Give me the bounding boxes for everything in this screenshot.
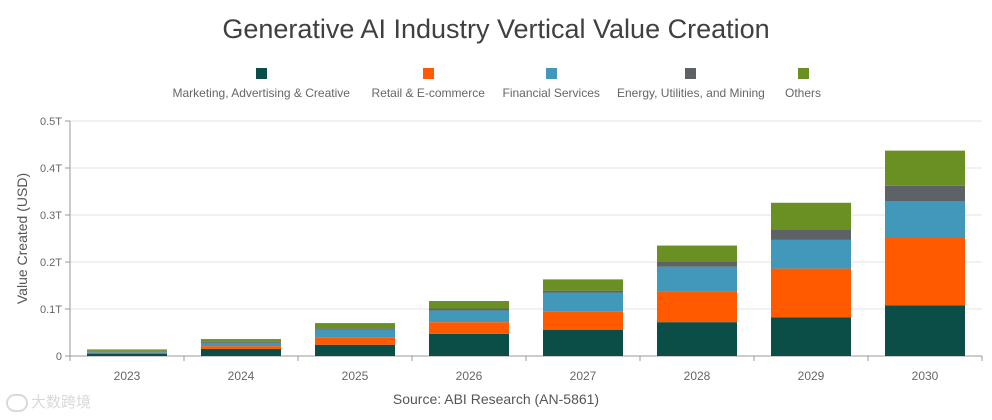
bar-segment	[657, 291, 737, 323]
bar-segment	[315, 328, 395, 330]
legend-item[interactable]: Marketing, Advertising & Creative	[173, 68, 350, 100]
bar-segment	[87, 349, 167, 351]
bar-segment	[885, 185, 965, 202]
chart-title: Generative AI Industry Vertical Value Cr…	[222, 14, 770, 44]
bar-segment	[87, 351, 167, 353]
legend-label: Retail & E-commerce	[371, 86, 485, 100]
y-tick-label: 0.4T	[40, 163, 62, 175]
bar-segment	[429, 333, 509, 356]
bar-segment	[315, 323, 395, 329]
bar-segment	[201, 341, 281, 343]
legend-item[interactable]: Retail & E-commerce	[372, 68, 485, 100]
y-tick-label: 0.3T	[40, 210, 62, 222]
bar-segment	[87, 353, 167, 356]
legend-label: Others	[785, 86, 822, 100]
bar-segment	[543, 311, 623, 330]
bar-segment	[657, 322, 737, 356]
watermark-logo-icon	[6, 393, 28, 412]
x-tick-label: 2024	[228, 369, 255, 383]
x-tick-label: 2029	[798, 369, 825, 383]
y-tick-label: 0.5T	[40, 116, 62, 128]
legend-swatch	[422, 68, 434, 79]
bar-segment	[885, 305, 965, 356]
legend-item[interactable]: Financial Services	[503, 68, 600, 100]
bar-segment	[429, 310, 509, 323]
bar-segment	[543, 279, 623, 291]
bar-segment	[429, 322, 509, 334]
bar-segment	[315, 329, 395, 338]
x-tick-label: 2028	[684, 369, 711, 383]
bar-segment	[543, 329, 623, 356]
legend-swatch	[685, 68, 697, 79]
x-tick-label: 2025	[342, 369, 369, 383]
bar-segment	[315, 344, 395, 356]
bar-segment	[657, 262, 737, 267]
bar-segment	[885, 201, 965, 239]
x-tick-label: 2030	[912, 369, 939, 383]
y-tick-label: 0	[56, 351, 62, 363]
bar-segment	[657, 245, 737, 262]
legend-item[interactable]: Others	[785, 68, 821, 100]
legend-label: Financial Services	[502, 86, 600, 100]
bar-segment	[201, 342, 281, 347]
bar-segment	[885, 150, 965, 186]
bar-segment	[771, 202, 851, 230]
source-note: Source: ABI Research (AN-5861)	[392, 391, 600, 407]
legend-label: Energy, Utilities, and Mining	[617, 86, 765, 100]
legend-swatch	[797, 68, 809, 79]
x-tick-label: 2023	[114, 369, 141, 383]
bar-segment	[87, 352, 167, 354]
bar-segment	[771, 239, 851, 269]
bar-segment	[429, 308, 509, 311]
y-tick-label: 0.2T	[40, 257, 62, 269]
legend-item[interactable]: Energy, Utilities, and Mining	[617, 68, 765, 100]
legend-label: Marketing, Advertising & Creative	[172, 86, 350, 100]
legend-swatch	[255, 68, 267, 79]
watermark: 大数跨境	[6, 391, 91, 412]
bar-segment	[771, 317, 851, 356]
bar-segment	[543, 290, 623, 293]
bar-segment	[657, 266, 737, 292]
legend-swatch	[545, 68, 557, 79]
bar-segment	[201, 348, 281, 356]
y-axis-title: Value Created (USD)	[14, 173, 30, 304]
bar-segment	[315, 337, 395, 345]
bar-segment	[771, 268, 851, 318]
x-tick-label: 2027	[570, 369, 597, 383]
bar-segment	[201, 346, 281, 349]
y-tick-label: 0.1T	[40, 304, 62, 316]
bar-segment	[543, 292, 623, 312]
legend: Marketing, Advertising & Creative Retail …	[0, 68, 992, 108]
bar-segment	[201, 339, 281, 342]
watermark-text: 大数跨境	[31, 393, 92, 411]
bar-segment	[429, 301, 509, 309]
bar-segment	[885, 238, 965, 306]
x-tick-label: 2026	[456, 369, 483, 383]
bar-segment	[771, 229, 851, 240]
